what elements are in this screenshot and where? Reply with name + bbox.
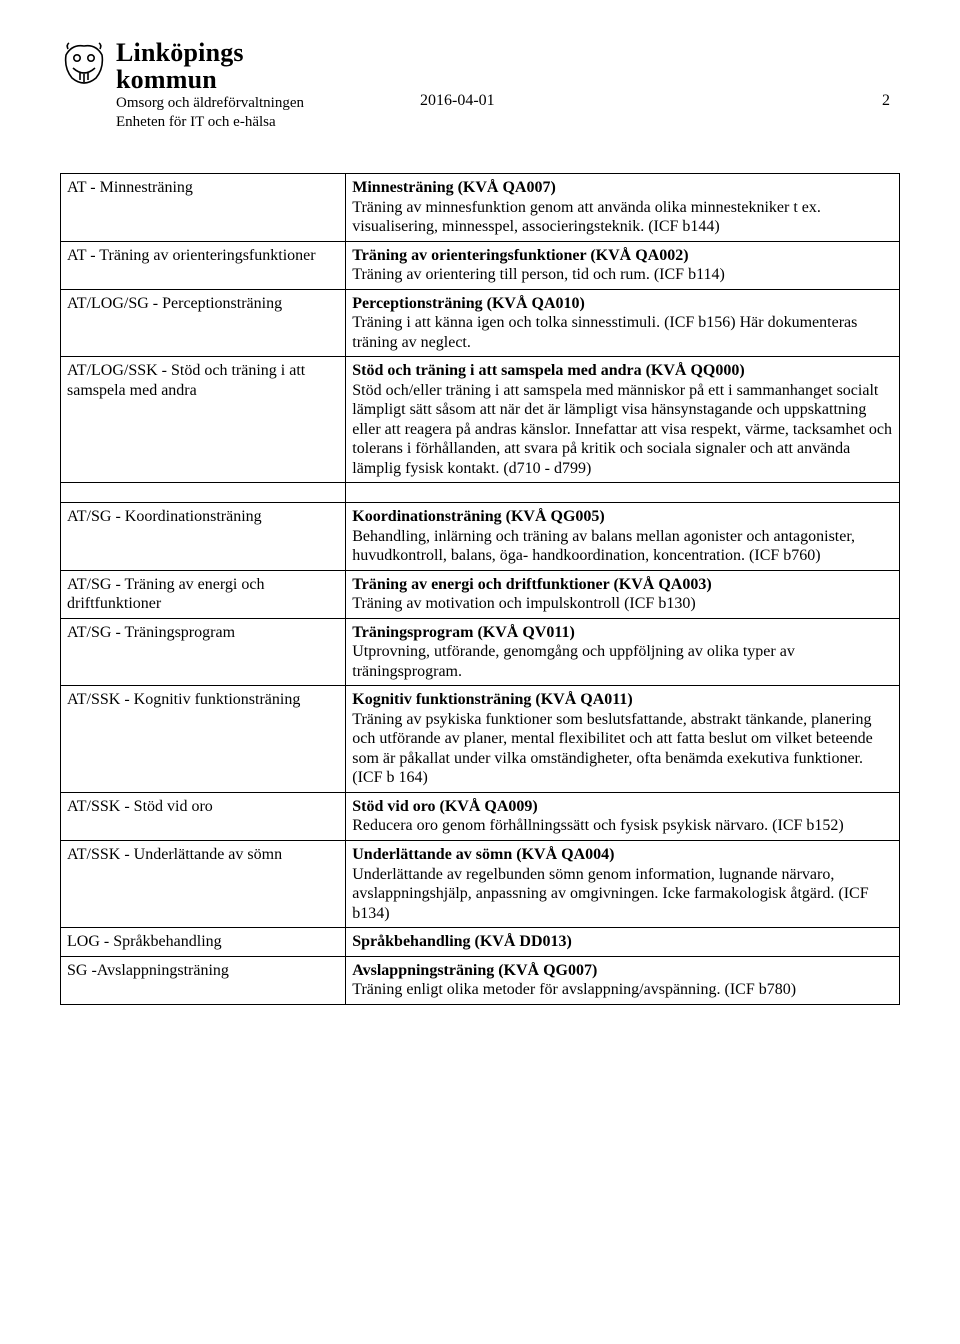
row-label: AT/SSK - Kognitiv funktionsträning: [61, 686, 346, 793]
interventions-table: AT - MinnesträningMinnesträning (KVÅ QA0…: [60, 173, 900, 1005]
table-row: SG -AvslappningsträningAvslappningsträni…: [61, 956, 900, 1004]
table-row: AT/SSK - Kognitiv funktionsträningKognit…: [61, 686, 900, 793]
row-description: Minnesträning (KVÅ QA007) Träning av minn…: [346, 174, 900, 242]
department-line2: Enheten för IT och e-hälsa: [116, 113, 304, 132]
row-label: AT/LOG/SSK - Stöd och träning i att sams…: [61, 357, 346, 483]
row-label: AT - Minnesträning: [61, 174, 346, 242]
row-label: AT/SSK - Stöd vid oro: [61, 792, 346, 840]
row-title: Stöd och träning i att samspela med andr…: [352, 362, 744, 379]
wordmark-line2: kommun: [116, 67, 244, 94]
table-row: AT/SSK - Stöd vid oroStöd vid oro (KVÅ Q…: [61, 792, 900, 840]
row-body: Träning i att känna igen och tolka sinne…: [352, 314, 857, 351]
row-body: Träning av orientering till person, tid …: [352, 266, 725, 283]
row-body: Utprovning, utförande, genomgång och upp…: [352, 643, 795, 680]
department-line1: Omsorg och äldreförvaltningen: [116, 94, 304, 113]
row-title: Avslappningsträning (KVÅ QG007): [352, 962, 597, 979]
row-title: Kognitiv funktionsträning (KVÅ QA011): [352, 691, 632, 708]
table-row: LOG - Språkbehandling Språkbehandling (KV…: [61, 928, 900, 957]
table-row: AT - MinnesträningMinnesträning (KVÅ QA0…: [61, 174, 900, 242]
wordmark-line1: Linköpings: [116, 40, 244, 67]
row-body: Träning enligt olika metoder för avslapp…: [352, 981, 796, 998]
row-description: Språkbehandling (KVÅ DD013): [346, 928, 900, 957]
department-sub: Omsorg och äldreförvaltningen Enheten fö…: [116, 94, 304, 132]
row-description: Kognitiv funktionsträning (KVÅ QA011) Trä…: [346, 686, 900, 793]
row-body: Träning av motivation och impulskontroll…: [352, 595, 695, 612]
row-title: Minnesträning (KVÅ QA007): [352, 179, 556, 196]
row-title: Träning av energi och driftfunktioner (K…: [352, 576, 711, 593]
row-label: AT/SG - Träningsprogram: [61, 618, 346, 686]
table-row: AT/SG - Träning av energi och driftfunkt…: [61, 570, 900, 618]
row-body: Stöd och/eller träning i att samspela me…: [352, 382, 892, 477]
logo-row: Linköpings kommun: [60, 40, 900, 93]
row-body: Träning av psykiska funktioner som beslu…: [352, 711, 873, 787]
row-description: Underlättande av sömn (KVÅ QA004) Underlä…: [346, 840, 900, 927]
row-body: Reducera oro genom förhållningssätt och …: [352, 817, 843, 834]
row-description: Perceptionsträning (KVÅ QA010) Träning i …: [346, 289, 900, 357]
page-header: Linköpings kommun Omsorg och äldreförval…: [60, 40, 900, 93]
document-date: 2016-04-01: [420, 92, 495, 110]
table-row: AT/LOG/SSK - Stöd och träning i att sams…: [61, 357, 900, 483]
table-row: AT/LOG/SG - PerceptionsträningPerception…: [61, 289, 900, 357]
row-body: Träning av minnesfunktion genom att anvä…: [352, 199, 821, 236]
table-row: AT/SSK - Underlättande av sömnUnderlätta…: [61, 840, 900, 927]
row-description: Koordinationsträning (KVÅ QG005) Behandli…: [346, 503, 900, 571]
row-description: Avslappningsträning (KVÅ QG007) Träning e…: [346, 956, 900, 1004]
row-title: Träningsprogram (KVÅ QV011): [352, 624, 575, 641]
row-description: Träning av energi och driftfunktioner (K…: [346, 570, 900, 618]
row-label: AT/SG - Träning av energi och driftfunkt…: [61, 570, 346, 618]
row-title: Träning av orienteringsfunktioner (KVÅ Q…: [352, 247, 688, 264]
municipal-crest-icon: [60, 40, 108, 88]
page-number: 2: [882, 92, 890, 110]
row-description: Stöd och träning i att samspela med andr…: [346, 357, 900, 483]
row-label: AT/LOG/SG - Perceptionsträning: [61, 289, 346, 357]
row-title: Språkbehandling (KVÅ DD013): [352, 933, 572, 950]
row-title: Stöd vid oro (KVÅ QA009): [352, 798, 538, 815]
row-label: AT/SG - Koordinationsträning: [61, 503, 346, 571]
row-title: Koordinationsträning (KVÅ QG005): [352, 508, 604, 525]
row-description: Träning av orienteringsfunktioner (KVÅ Q…: [346, 241, 900, 289]
section-gap: [61, 483, 900, 503]
row-label: AT/SSK - Underlättande av sömn: [61, 840, 346, 927]
row-label: LOG - Språkbehandling: [61, 928, 346, 957]
table-row: AT/SG - KoordinationsträningKoordination…: [61, 503, 900, 571]
table-row: AT/SG - TräningsprogramTräningsprogram (…: [61, 618, 900, 686]
row-title: Perceptionsträning (KVÅ QA010): [352, 295, 585, 312]
row-body: Underlättande av regelbunden sömn genom …: [352, 866, 868, 922]
row-body: Behandling, inlärning och träning av bal…: [352, 528, 855, 565]
row-label: SG -Avslappningsträning: [61, 956, 346, 1004]
municipality-wordmark: Linköpings kommun: [116, 40, 244, 93]
table-row: AT - Träning av orienteringsfunktioner Tr…: [61, 241, 900, 289]
row-description: Stöd vid oro (KVÅ QA009) Reducera oro gen…: [346, 792, 900, 840]
row-description: Träningsprogram (KVÅ QV011) Utprovning, u…: [346, 618, 900, 686]
row-title: Underlättande av sömn (KVÅ QA004): [352, 846, 614, 863]
row-label: AT - Träning av orienteringsfunktioner: [61, 241, 346, 289]
